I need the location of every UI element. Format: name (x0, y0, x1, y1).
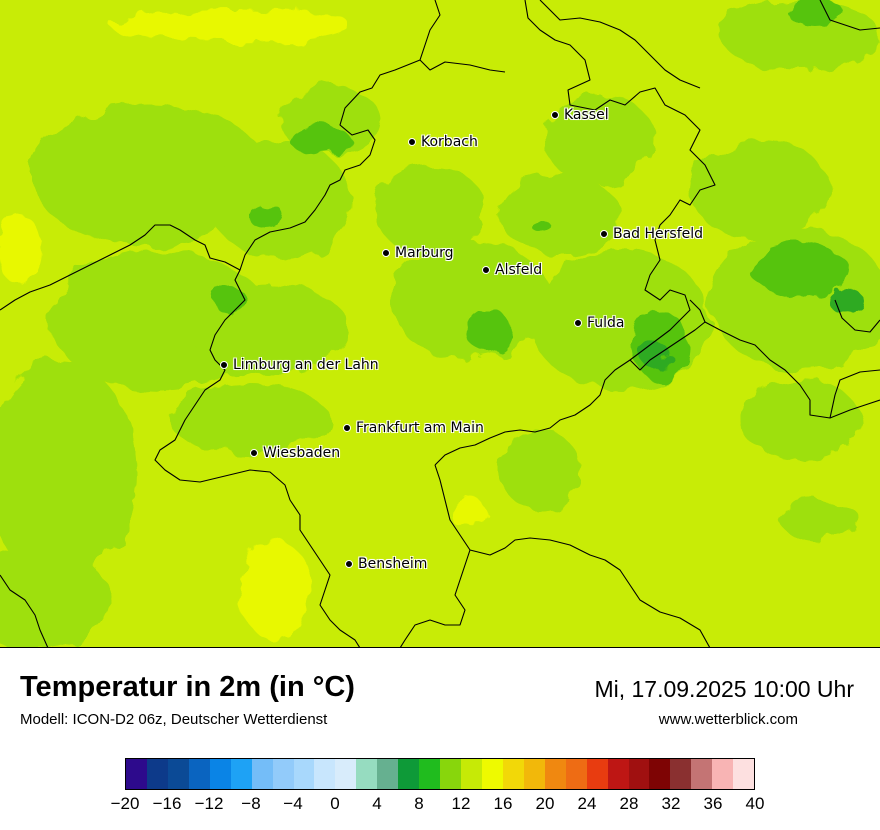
city-label: Alsfeld (495, 262, 543, 278)
colorbar-tick-label: 20 (535, 794, 555, 813)
colorbar-segment (356, 759, 378, 789)
city-marker-limburg: Limburg an der Lahn (220, 357, 379, 373)
colorbar-segment (167, 759, 189, 789)
colorbar-segment (649, 759, 671, 789)
city-label: Fulda (587, 315, 625, 331)
colorbar-segment (461, 759, 482, 789)
colorbar-segment (126, 759, 147, 789)
colorbar-tick-label: 28 (619, 794, 639, 813)
city-marker-marburg: Marburg (382, 245, 454, 261)
colorbar-ticks: −20 −16 −12 −8 −4 0 4 8 12 16 20 24 28 32 36 40 (0, 794, 880, 822)
colorbar-segment (691, 759, 713, 789)
colorbar-segment (733, 759, 755, 789)
colorbar-segment (251, 759, 273, 789)
colorbar-tick-label: −8 (241, 794, 261, 813)
city-dot-icon (345, 560, 353, 568)
colorbar-segment (314, 759, 336, 789)
city-dot-icon (382, 249, 390, 257)
city-dot-icon (551, 111, 559, 119)
colorbar-tick-label: 0 (330, 794, 340, 813)
city-dot-icon (408, 138, 416, 146)
state-borders (0, 0, 880, 647)
colorbar-segment (544, 759, 566, 789)
colorbar-tick-label: 36 (703, 794, 723, 813)
city-dot-icon (574, 319, 582, 327)
city-marker-fulda: Fulda (574, 315, 625, 331)
colorbar-tick-label: −12 (194, 794, 224, 813)
city-dot-icon (343, 424, 351, 432)
map-title: Temperatur in 2m (in °C) (20, 671, 355, 703)
colorbar-segment (440, 759, 461, 789)
colorbar-segment (523, 759, 545, 789)
city-label: Frankfurt am Main (356, 420, 484, 436)
colorbar-segment (377, 759, 399, 789)
colorbar-tick-label: 32 (661, 794, 681, 813)
temperature-field (0, 0, 880, 647)
colorbar-segment (607, 759, 629, 789)
colorbar-segment (565, 759, 587, 789)
city-dot-icon (220, 361, 228, 369)
colorbar-segment (146, 759, 168, 789)
colorbar-segment (272, 759, 294, 789)
city-dot-icon (482, 266, 490, 274)
colorbar-tick-label: −4 (283, 794, 303, 813)
model-source: Modell: ICON-D2 06z, Deutscher Wetterdie… (20, 711, 328, 728)
colorbar-segment (670, 759, 692, 789)
colorbar-segment (230, 759, 252, 789)
temperature-contours (0, 0, 880, 647)
colorbar-tick-label: 8 (414, 794, 424, 813)
colorbar-segment (712, 759, 734, 789)
colorbar-segment (293, 759, 315, 789)
colorbar-tick-label: −16 (152, 794, 182, 813)
city-marker-kassel: Kassel (551, 107, 609, 123)
colorbar-segment (502, 759, 524, 789)
colorbar-tick-label: 16 (493, 794, 513, 813)
colorbar-segment (481, 759, 503, 789)
website-credit: www.wetterblick.com (658, 711, 798, 728)
city-label: Bensheim (358, 556, 428, 572)
colorbar-segment (586, 759, 608, 789)
city-label: Korbach (421, 134, 478, 150)
temperature-map: Kassel Korbach Bad Hersfeld Marburg Alsf… (0, 0, 880, 648)
city-marker-frankfurt: Frankfurt am Main (343, 420, 484, 436)
city-label: Bad Hersfeld (613, 226, 704, 242)
colorbar-segment (398, 759, 420, 789)
temperature-colorbar (125, 758, 755, 790)
colorbar-segment (188, 759, 210, 789)
colorbar-segment (419, 759, 441, 789)
city-dot-icon (600, 230, 608, 238)
city-label: Marburg (395, 245, 454, 261)
city-marker-wiesbaden: Wiesbaden (250, 445, 340, 461)
colorbar-tick-label: 12 (451, 794, 471, 813)
city-marker-alsfeld: Alsfeld (482, 262, 542, 278)
colorbar-segment (628, 759, 650, 789)
city-label: Kassel (564, 107, 609, 123)
colorbar-tick-label: 24 (577, 794, 597, 813)
city-label: Limburg an der Lahn (233, 357, 379, 373)
colorbar-tick-label: −20 (110, 794, 140, 813)
colorbar-segment (209, 759, 231, 789)
colorbar-tick-label: 4 (372, 794, 382, 813)
city-marker-korbach: Korbach (408, 134, 478, 150)
city-label: Wiesbaden (263, 445, 341, 461)
colorbar-segment (335, 759, 357, 789)
colorbar-tick-label: 40 (745, 794, 765, 813)
city-marker-bensheim: Bensheim (345, 556, 427, 572)
forecast-datetime: Mi, 17.09.2025 10:00 Uhr (594, 676, 854, 702)
city-dot-icon (250, 449, 258, 457)
city-marker-bad-hersfeld: Bad Hersfeld (600, 226, 703, 242)
